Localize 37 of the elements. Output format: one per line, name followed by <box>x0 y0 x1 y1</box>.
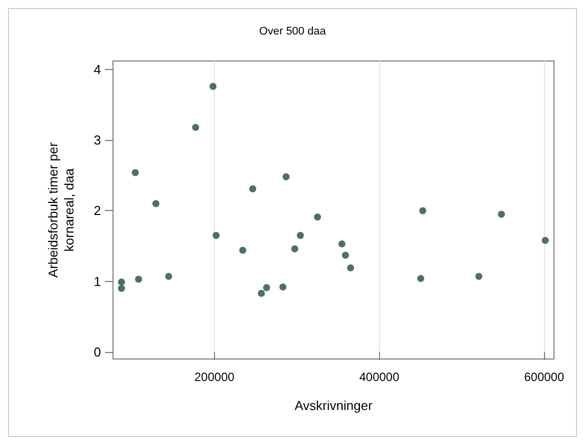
point <box>192 124 200 131</box>
point <box>165 272 172 280</box>
point <box>475 272 482 280</box>
x-axis-title: Avskrivninger <box>294 398 374 413</box>
y-tick-label: 0 <box>94 344 101 360</box>
point <box>118 278 125 286</box>
x-tick-label: 400000 <box>359 370 400 384</box>
point <box>209 82 216 90</box>
point <box>135 276 142 283</box>
point <box>132 169 139 176</box>
point <box>282 173 290 180</box>
point <box>342 252 349 259</box>
x-tick-label: 600000 <box>524 370 564 384</box>
point <box>212 232 220 239</box>
point <box>417 275 424 282</box>
point <box>338 240 346 248</box>
point <box>419 207 426 214</box>
point <box>152 200 160 208</box>
point <box>347 264 354 272</box>
x-tick-label: 200000 <box>194 370 235 384</box>
y-tick-label: 3 <box>94 132 101 148</box>
point <box>291 245 298 252</box>
y-tick-label: 2 <box>94 203 101 218</box>
point <box>314 214 322 221</box>
point <box>296 232 304 239</box>
point <box>239 246 246 254</box>
point <box>263 284 270 292</box>
point <box>542 236 549 244</box>
y-tick-label: 4 <box>94 62 101 77</box>
y-tick-label: 1 <box>94 274 101 289</box>
point <box>118 284 125 292</box>
y-axis-title: Arbeidsforbuk timer per kornareal, daa <box>46 142 76 278</box>
chart-title: Over 500 daa <box>259 26 327 38</box>
point <box>258 290 265 297</box>
point <box>249 185 256 192</box>
point <box>279 283 286 290</box>
point <box>498 210 505 218</box>
